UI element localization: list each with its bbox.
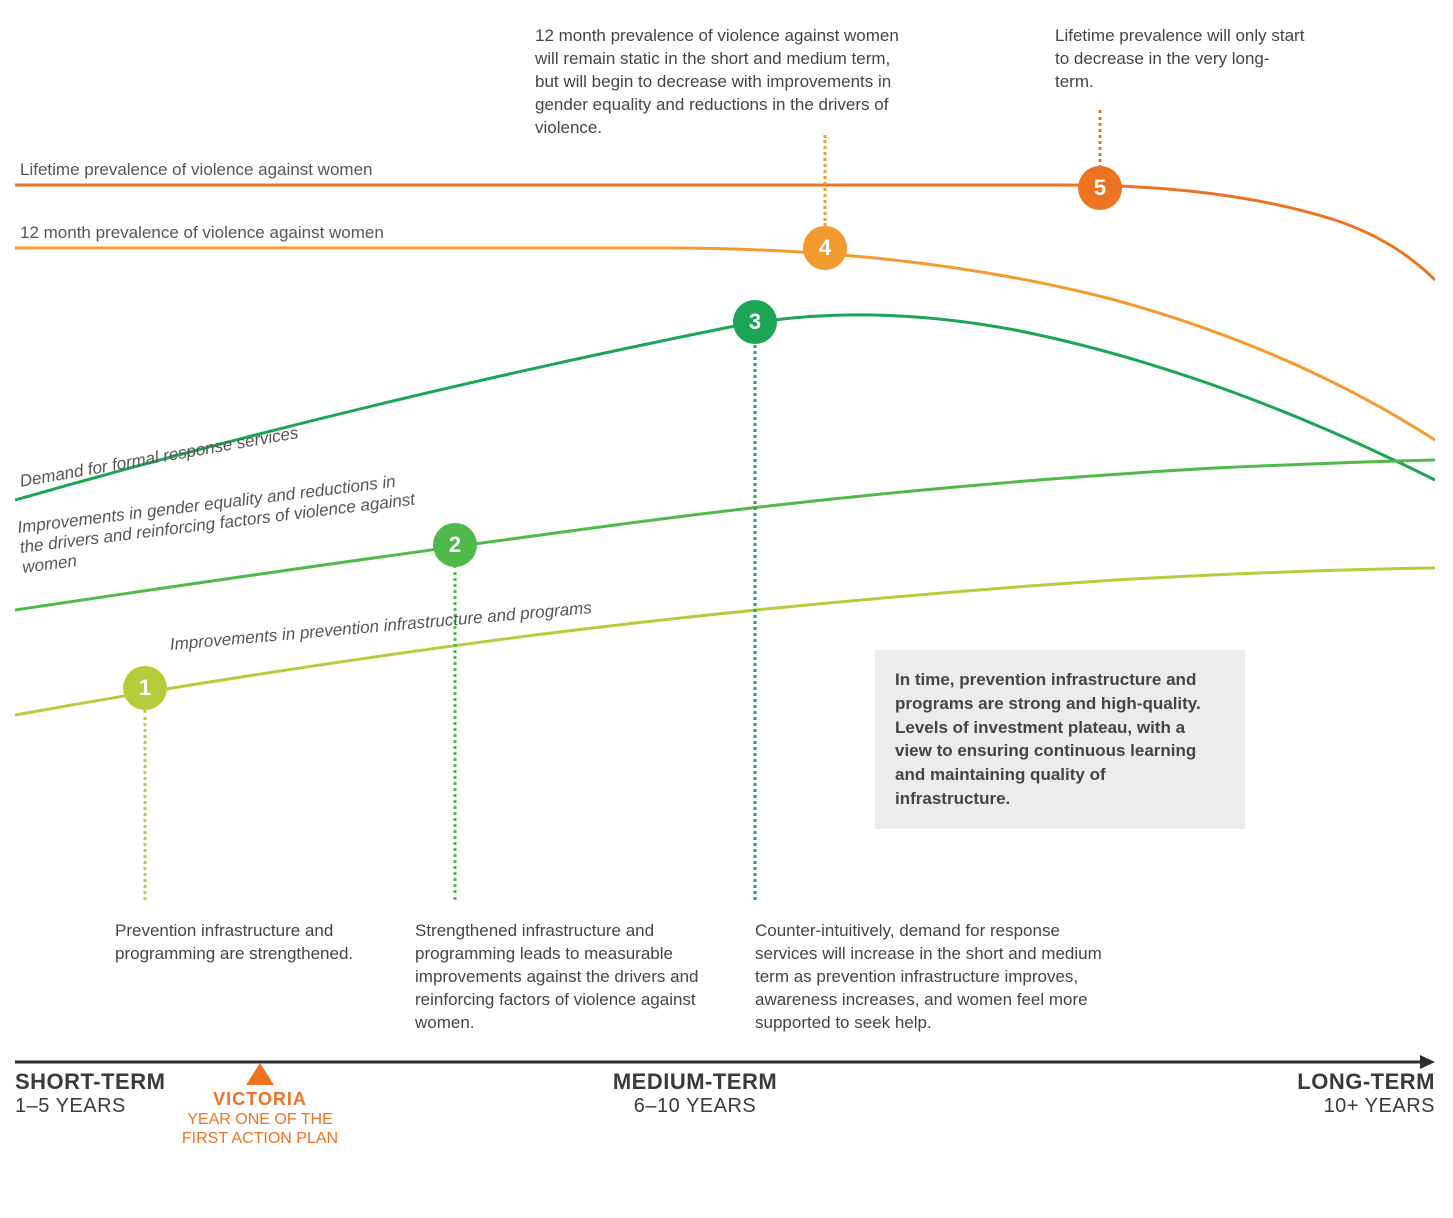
marker-5: 5 [1078, 166, 1122, 210]
curve-twelvemonth [15, 248, 1435, 440]
axis-long-title: LONG-TERM [1135, 1069, 1435, 1095]
annot-2: Strengthened infrastructure and programm… [415, 920, 735, 1035]
chart-area: 1 2 3 4 5 Lifetime prevalence of violenc… [15, 20, 1435, 1020]
victoria-sub: YEAR ONE OF THE FIRST ACTION PLAN [175, 1110, 345, 1148]
victoria-triangle-icon [246, 1063, 274, 1085]
curve-demand [15, 315, 1435, 500]
label-lifetime: Lifetime prevalence of violence against … [20, 160, 620, 180]
annot-5: Lifetime prevalence will only start to d… [1055, 25, 1305, 94]
axis-long-sub: 10+ YEARS [1135, 1095, 1435, 1118]
connector-4 [824, 135, 827, 226]
connector-1 [144, 710, 147, 900]
marker-2: 2 [433, 523, 477, 567]
label-twelvemonth: 12 month prevalence of violence against … [20, 223, 620, 243]
axis-medium-sub: 6–10 YEARS [495, 1095, 895, 1118]
connector-3 [754, 345, 757, 900]
annot-1: Prevention infrastructure and programmin… [115, 920, 355, 966]
axis-medium: MEDIUM-TERM 6–10 YEARS [495, 1069, 895, 1118]
victoria-marker: VICTORIA YEAR ONE OF THE FIRST ACTION PL… [175, 1063, 345, 1148]
marker-4: 4 [803, 226, 847, 270]
annot-4: 12 month prevalence of violence against … [535, 25, 905, 140]
connector-5 [1099, 110, 1102, 168]
marker-1: 1 [123, 666, 167, 710]
annot-3: Counter-intuitively, demand for response… [755, 920, 1115, 1035]
victoria-heading: VICTORIA [175, 1089, 345, 1110]
marker-3: 3 [733, 300, 777, 344]
axis-medium-title: MEDIUM-TERM [495, 1069, 895, 1095]
axis-long: LONG-TERM 10+ YEARS [1135, 1069, 1435, 1118]
callout-box: In time, prevention infrastructure and p… [875, 650, 1245, 829]
